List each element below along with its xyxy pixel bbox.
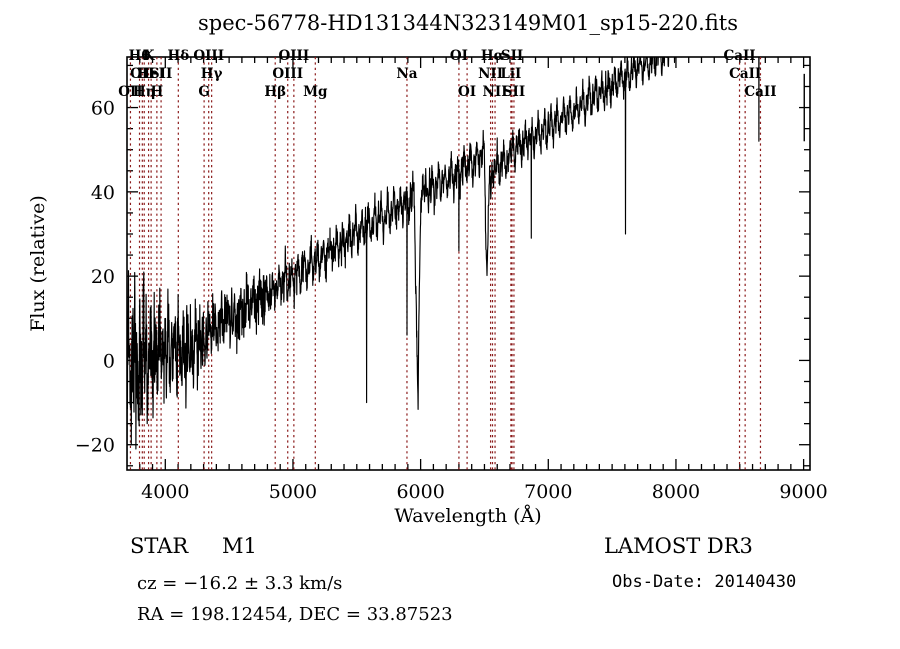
line-label-OI: OI — [450, 48, 468, 64]
line-label-H: H — [150, 84, 163, 100]
y-tick-label: 20 — [91, 266, 115, 288]
x-tick-label: 5000 — [269, 481, 317, 503]
line-label-Hθ: Hθ — [129, 48, 151, 64]
y-tick-label: 0 — [103, 350, 115, 372]
line-label-NII: NII — [483, 84, 508, 100]
line-label-Mg: Mg — [303, 84, 328, 100]
line-label-OIII: OIII — [278, 48, 309, 64]
y-tick-label: 60 — [91, 98, 115, 120]
line-label-SII: SII — [150, 66, 172, 82]
x-tick-label: 9000 — [779, 481, 827, 503]
line-label-K: K — [143, 48, 156, 64]
axis-ticks — [127, 57, 810, 470]
line-label-SII: SII — [503, 84, 525, 100]
x-tick-label: 6000 — [396, 481, 444, 503]
line-label-SII: SII — [501, 48, 523, 64]
y-tick-label: −20 — [75, 435, 115, 457]
plot-frame — [126, 56, 811, 471]
footer-survey: LAMOST DR3 — [604, 534, 753, 558]
spectrum-group — [127, 57, 805, 465]
x-tick-label: 4000 — [141, 481, 189, 503]
y-axis-label: Flux (relative) — [27, 195, 49, 332]
line-label-G: G — [198, 84, 210, 100]
line-marker-group — [129, 57, 762, 470]
line-label-LiI: LiI — [500, 66, 521, 82]
line-label-CaII: CaII — [744, 84, 776, 100]
footer-object-type: STAR — [130, 534, 189, 558]
line-label-CaII: CaII — [729, 66, 761, 82]
line-label-Hη: Hη — [133, 84, 156, 100]
footer-obs-date: Obs-Date: 20140430 — [612, 572, 796, 592]
plot-title: spec-56778-HD131344N323149M01_sp15-220.f… — [198, 11, 738, 35]
footer-spectral-class: M1 — [222, 534, 257, 558]
spectrum-trace — [127, 57, 760, 465]
line-label-HeI: HeI — [137, 66, 165, 82]
line-label-OI: OI — [458, 84, 476, 100]
line-label-OII: OII — [118, 84, 142, 100]
line-label-OIII: OIII — [193, 48, 224, 64]
x-tick-label: 8000 — [652, 481, 700, 503]
line-label-Hβ: Hβ — [264, 84, 286, 100]
line-label-Hγ: Hγ — [201, 66, 223, 82]
line-label-Hδ: Hδ — [167, 48, 189, 64]
line-label-Na: Na — [396, 66, 417, 82]
footer-coords: RA = 198.12454, DEC = 33.87523 — [137, 604, 453, 625]
y-tick-label: 40 — [91, 182, 115, 204]
x-tick-label: 7000 — [524, 481, 572, 503]
footer-cz: cz = −16.2 ± 3.3 km/s — [137, 573, 342, 594]
line-label-CaII: CaII — [723, 48, 755, 64]
line-label-OII: OII — [130, 66, 154, 82]
line-label-NII: NII — [478, 66, 503, 82]
x-axis-label: Wavelength (Å) — [394, 505, 541, 527]
line-label-OIII: OIII — [272, 66, 303, 82]
line-label-Hα: Hα — [481, 48, 505, 64]
